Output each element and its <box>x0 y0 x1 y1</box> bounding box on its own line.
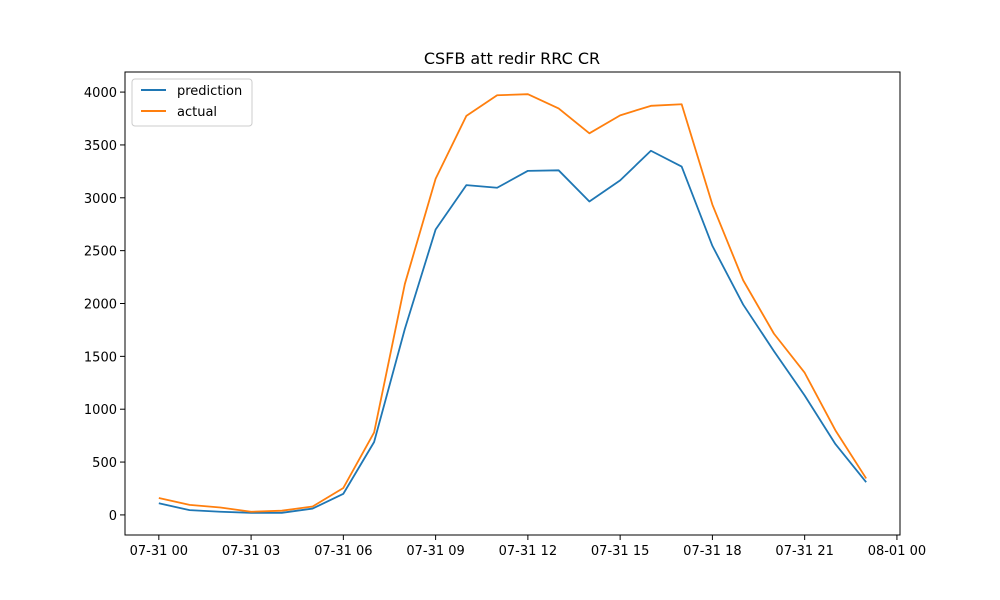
y-tick-label: 4000 <box>84 86 117 101</box>
series-lines <box>158 93 867 514</box>
chart-title: CSFB att redir RRC CR <box>424 49 600 68</box>
plot-frame <box>124 71 901 536</box>
legend-label-prediction: prediction <box>177 84 242 99</box>
plot-area <box>124 71 901 536</box>
legend-label-actual: actual <box>177 105 217 120</box>
y-tick-label: 1000 <box>84 403 117 418</box>
x-axis: 07-31 00 07-31 03 07-31 06 07-31 09 07-31 12… <box>130 535 926 559</box>
y-tick-label: 3500 <box>84 139 117 154</box>
x-tick-label: 07-31 06 <box>314 544 372 559</box>
y-tick-label: 2000 <box>84 298 117 313</box>
y-tick-label: 0 <box>109 509 117 524</box>
series-line-actual <box>158 93 867 513</box>
legend: prediction actual <box>131 78 253 127</box>
x-tick-label: 07-31 15 <box>591 544 649 559</box>
x-tick-label: 07-31 18 <box>683 544 741 559</box>
y-tick-label: 500 <box>92 456 117 471</box>
x-tick-label: 08-01 00 <box>868 544 926 559</box>
x-tick-label: 07-31 21 <box>775 544 833 559</box>
x-tick-label: 07-31 09 <box>406 544 464 559</box>
series-line-prediction <box>158 149 867 514</box>
y-tick-label: 2500 <box>84 245 117 260</box>
y-axis: 0 500 1000 1500 2000 2500 3000 3500 4000 <box>84 86 125 524</box>
x-tick-label: 07-31 12 <box>499 544 557 559</box>
x-tick-label: 07-31 03 <box>222 544 280 559</box>
y-tick-label: 3000 <box>84 192 117 207</box>
x-tick-label: 07-31 00 <box>130 544 188 559</box>
y-tick-label: 1500 <box>84 350 117 365</box>
